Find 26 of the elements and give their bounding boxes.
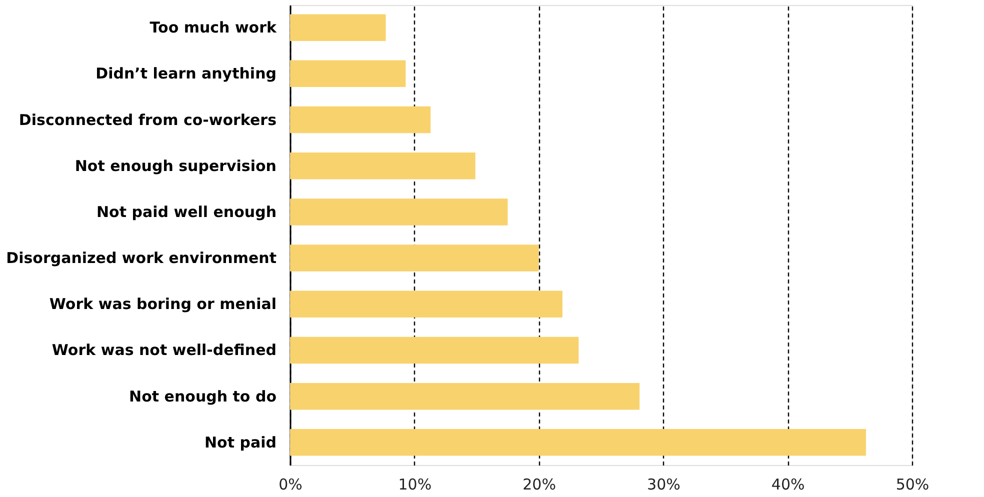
x-tick-label: 30% xyxy=(647,476,680,494)
bar xyxy=(290,382,640,410)
y-tick-label: Not paid xyxy=(204,433,276,452)
bar xyxy=(290,198,508,226)
x-tick-label: 20% xyxy=(522,476,556,494)
x-tick-label: 50% xyxy=(896,476,930,494)
bar xyxy=(290,14,386,41)
bar xyxy=(290,336,579,364)
bar xyxy=(290,429,866,456)
bar xyxy=(290,60,406,88)
bar xyxy=(290,290,562,318)
y-tick-label: Not enough to do xyxy=(129,387,276,406)
x-tick-label: 40% xyxy=(771,476,805,494)
x-tick-label: 0% xyxy=(278,476,302,494)
y-tick-label: Too much work xyxy=(150,18,278,37)
bar xyxy=(290,106,431,134)
y-tick-label: Work was not well-defined xyxy=(52,341,276,360)
y-tick-label: Not paid well enough xyxy=(96,202,276,221)
x-tick-label: 10% xyxy=(398,476,432,494)
y-tick-label: Disconnected from co-workers xyxy=(18,110,277,129)
y-tick-label: Disorganized work environment xyxy=(6,249,276,268)
y-tick-label: Not enough supervision xyxy=(74,156,276,175)
bar xyxy=(290,152,476,180)
y-tick-label: Work was boring or menial xyxy=(49,295,276,314)
y-tick-label: Didn’t learn anything xyxy=(96,64,276,83)
bar xyxy=(290,244,539,272)
